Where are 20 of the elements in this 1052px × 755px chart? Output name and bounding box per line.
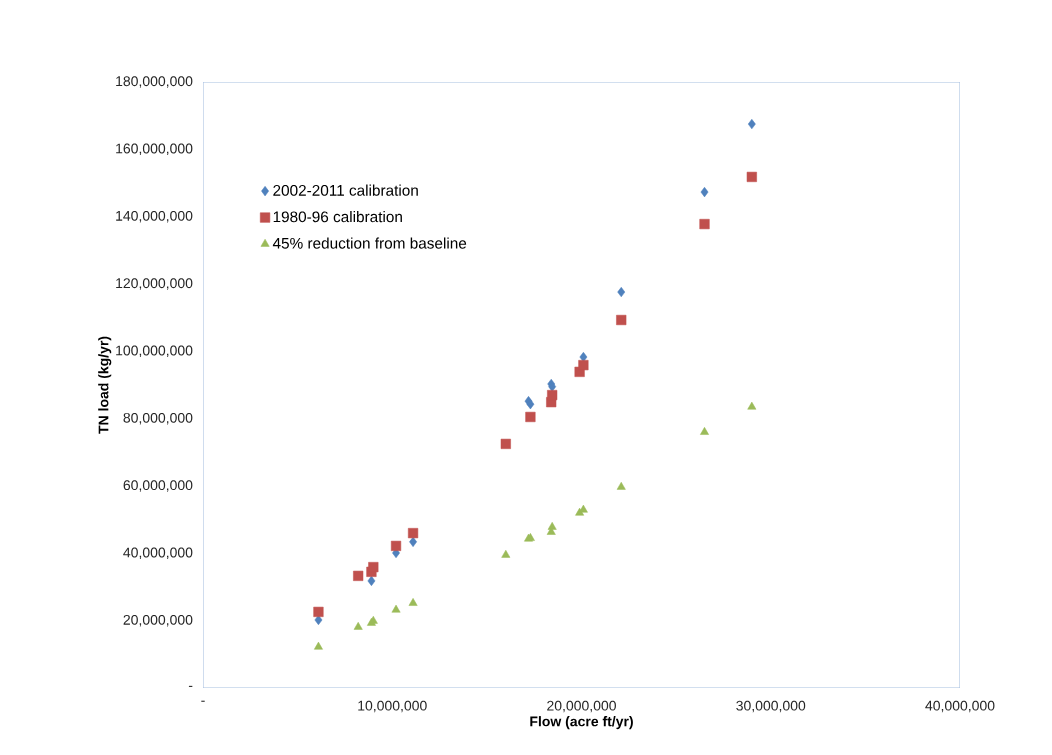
x-tick-label: 30,000,000 bbox=[736, 700, 806, 713]
y-tick-label: 160,000,000 bbox=[116, 143, 193, 156]
x-tick-label: 40,000,000 bbox=[925, 700, 995, 713]
y-tick-label: 180,000,000 bbox=[116, 76, 193, 88]
x-tick-label: 10,000,000 bbox=[358, 700, 427, 713]
y-tick-label: 140,000,000 bbox=[116, 210, 193, 223]
y-tick-label: - bbox=[188, 685, 193, 687]
legend-label: 45% reduction from baseline bbox=[272, 237, 467, 249]
legend-label: 2002-2011 calibration bbox=[273, 184, 418, 196]
x-axis-title: Flow (acre ft/yr) bbox=[530, 716, 633, 730]
y-axis-title: TN load (kg/yr) bbox=[98, 336, 112, 434]
y-tick-label: 40,000,000 bbox=[123, 547, 193, 560]
y-tick-label: 80,000,000 bbox=[123, 412, 193, 425]
y-tick-label: 120,000,000 bbox=[116, 278, 193, 290]
x-tick-label: 20,000,000 bbox=[547, 700, 616, 713]
y-tick-label: 20,000,000 bbox=[123, 614, 193, 627]
x-tick-label: - bbox=[201, 700, 205, 702]
y-tick-label: 60,000,000 bbox=[123, 480, 193, 492]
legend-label: 1980-96 calibration bbox=[273, 211, 402, 223]
y-tick-label: 100,000,000 bbox=[116, 345, 193, 358]
